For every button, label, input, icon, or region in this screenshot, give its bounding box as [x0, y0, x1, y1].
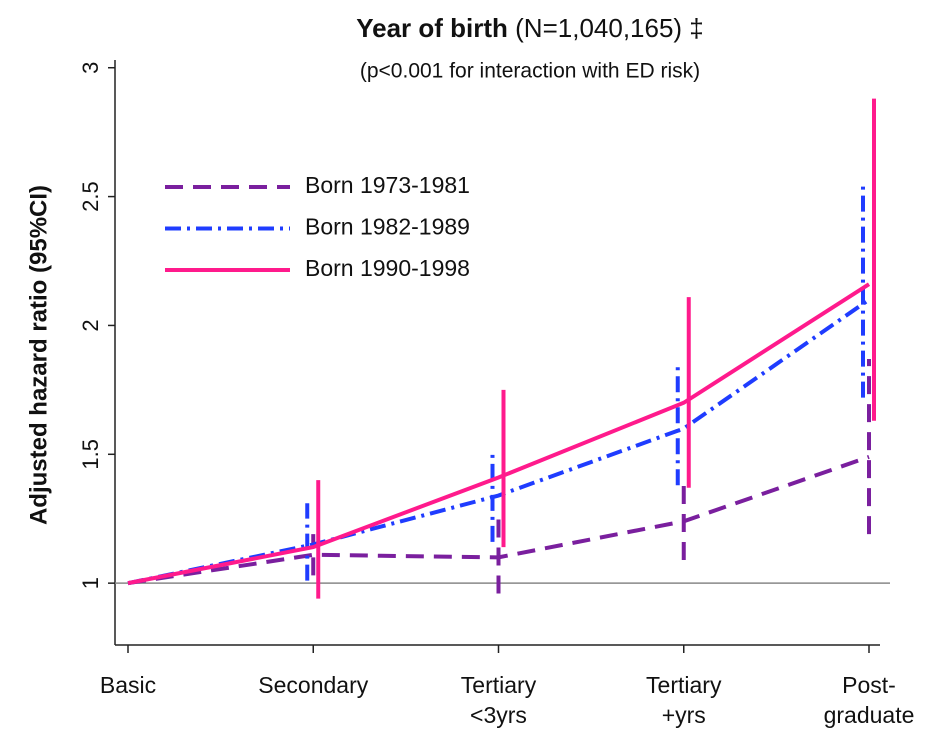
- chart-subtitle: (p<0.001 for interaction with ED risk): [360, 60, 700, 83]
- x-tick-label: Post- graduate: [823, 672, 915, 728]
- y-tick-label: 2.5: [78, 181, 103, 212]
- x-tick-label: Secondary: [258, 672, 369, 698]
- legend-label: Born 1982-1989: [305, 214, 470, 240]
- legend-label: Born 1990-1998: [305, 255, 470, 281]
- legend-label: Born 1973-1981: [305, 172, 470, 198]
- y-tick-label: 3: [78, 62, 103, 74]
- title-group: Year of birth (N=1,040,165) ‡: [356, 13, 704, 43]
- x-tick-label: Tertiary +yrs: [646, 672, 722, 728]
- y-tick-label: 1.5: [78, 439, 103, 470]
- y-tick-label: 1: [78, 577, 103, 589]
- series-line: [127, 282, 871, 586]
- x-tick-label: Basic: [99, 672, 157, 698]
- y-tick-label: 2: [78, 319, 103, 331]
- x-tick-label: Tertiary <3yrs: [460, 672, 537, 728]
- series-line: [127, 454, 870, 586]
- y-axis-label: Adjusted hazard ratio (95%CI): [25, 185, 52, 525]
- chart-title-suffix: (N=1,040,165) ‡: [515, 13, 704, 43]
- chart-title: Year of birth: [356, 13, 508, 43]
- series-line: [127, 298, 871, 586]
